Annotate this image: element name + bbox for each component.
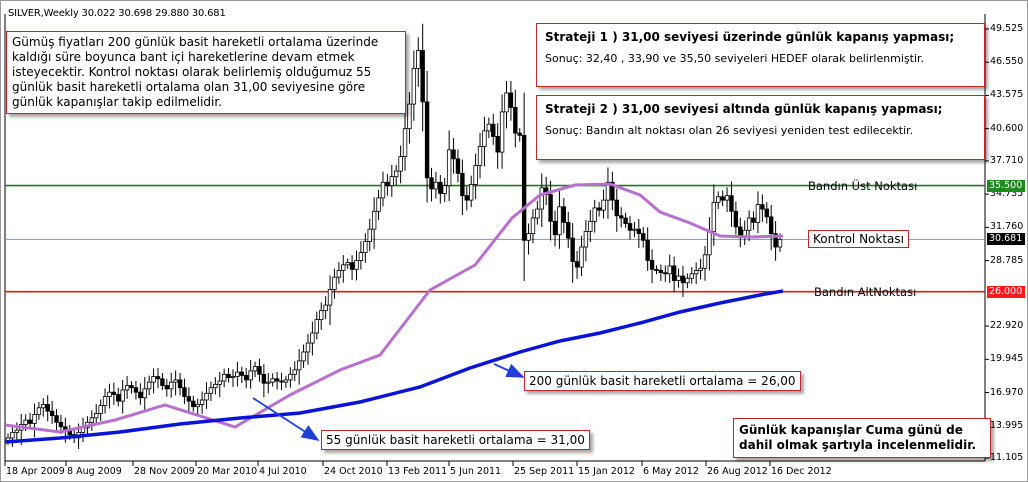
x-tick-label: 6 May 2012 [643,466,699,477]
y-tick-label: 40.600 [990,122,1024,134]
y-tick-label: 43.575 [990,89,1024,101]
price-tag-upper: 35.500 [987,179,1025,192]
strategy-1-result: Sonuç: 32,40 , 33,90 ve 35,50 seviyeleri… [545,52,925,65]
x-tick-label: 26 Aug 2012 [707,466,768,477]
lower-band-label: Bandın AltNoktası [814,285,917,299]
y-tick-label: 22.920 [990,320,1024,332]
strategy-1-box: Strateji 1 ) 31,00 seviyesi üzerinde gün… [536,23,985,87]
analysis-note: Gümüş fiyatları 200 günlük basit hareket… [6,31,406,114]
x-tick-label: 8 Aug 2009 [67,466,122,477]
y-tick-label: 31.760 [990,221,1024,233]
y-tick-label: 19.945 [990,353,1024,365]
x-tick-label: 25 Sep 2011 [514,466,575,477]
upper-band-label: Bandın Üst Noktası [808,179,918,193]
ma200-arrow-icon [493,363,525,378]
candlesticks [5,23,783,450]
control-point-label: Kontrol Noktası [808,230,909,248]
symbol-header: SILVER,Weekly 30.022 30.698 29.880 30.68… [8,8,226,19]
ma200-label: 200 günlük basit hareketli ortalama = 26… [524,371,801,391]
strategy-1-title: Strateji 1 ) 31,00 seviyesi üzerinde gün… [545,30,955,44]
strategy-2-result: Sonuç: Bandın alt noktası olan 26 seviye… [545,124,914,137]
x-tick-label: 5 Jun 2011 [450,466,502,477]
x-tick-label: 18 Apr 2009 [6,466,65,477]
strategy-2-box: Strateji 2 ) 31,00 seviyesi altında günl… [536,95,985,160]
ma55-line[interactable] [4,182,784,434]
x-tick-label: 13 Feb 2011 [388,466,448,477]
friday-note: Günlük kapanışlar Cuma günü de dahil olm… [733,418,991,458]
strategy-2-title: Strateji 2 ) 31,00 seviyesi altında günl… [545,102,943,116]
x-tick-label: 28 Nov 2009 [134,466,195,477]
y-tick-label: 34.735 [990,188,1024,200]
ma55-label: 55 günlük basit hareketli ortalama = 31,… [321,430,590,450]
price-tag-last: 30.681 [987,233,1025,246]
x-tick-label: 16 Dec 2012 [771,466,832,477]
x-tick-label: 15 Jan 2012 [578,466,635,477]
x-tick-label: 4 Jul 2010 [259,466,307,477]
price-tag-lower: 26.000 [987,285,1025,298]
x-tick-label: 24 Oct 2010 [324,466,383,477]
y-tick-label: 46.550 [990,56,1024,68]
x-tick-label: 20 Mar 2010 [197,466,258,477]
y-tick-label: 28.785 [990,254,1024,266]
y-axis-ticks [985,28,989,459]
x-axis-ticks [4,461,771,466]
ma200-line[interactable] [4,289,784,444]
ma55-arrow-icon [252,397,320,441]
y-tick-label: 49.525 [990,23,1024,34]
y-tick-label: 16.970 [990,386,1024,398]
y-tick-label: 11.105 [990,452,1024,463]
y-tick-label: 37.710 [990,154,1024,166]
y-tick-label: 13.995 [990,419,1024,431]
